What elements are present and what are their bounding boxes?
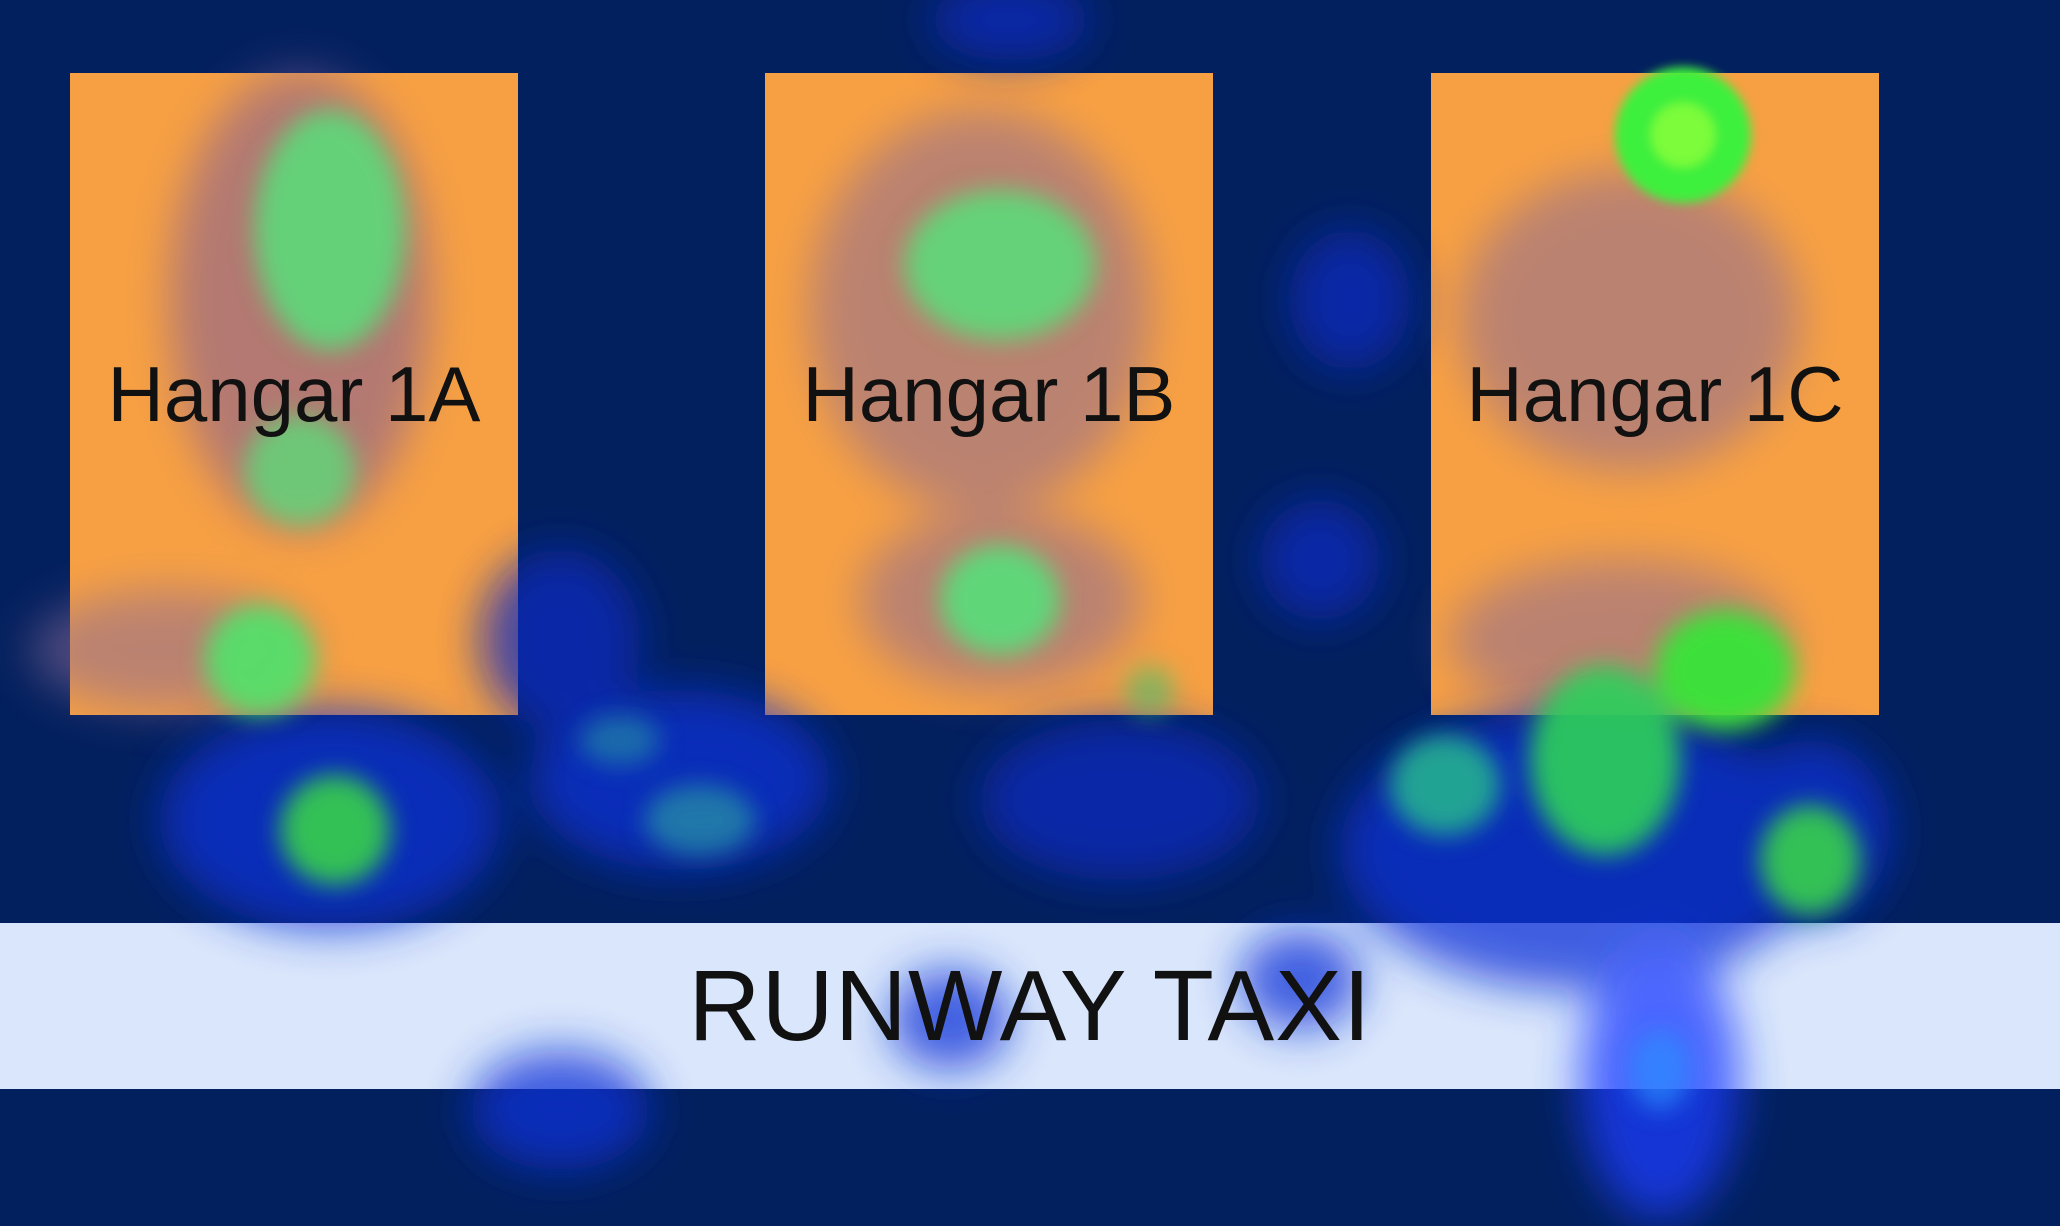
runway-taxi-label: RUNWAY TAXI [688,950,1372,1062]
hangar-1b-label: Hangar 1B [802,350,1176,438]
hangar-1a-label: Hangar 1A [107,350,481,438]
hangar-1c-label: Hangar 1C [1466,350,1844,438]
